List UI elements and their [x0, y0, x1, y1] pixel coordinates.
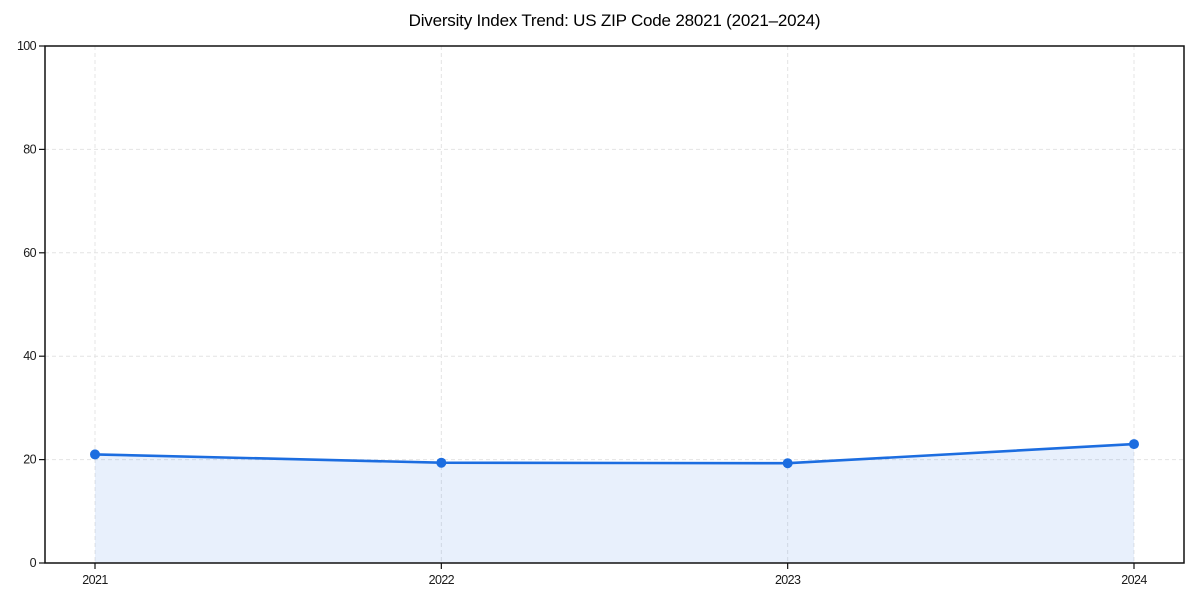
data-point: [1129, 439, 1139, 450]
data-point: [436, 457, 447, 468]
data-point: [782, 458, 793, 469]
y-tick-label: 60: [23, 246, 36, 260]
area-fill: [95, 444, 1134, 563]
plot-border: [44, 45, 1185, 564]
y-tick-label: 20: [23, 453, 36, 467]
trend-line: [94, 442, 1135, 465]
x-tick-label: 2023: [775, 573, 801, 587]
chart-title: Diversity Index Trend: US ZIP Code 28021…: [408, 11, 821, 30]
y-tick-label: 40: [23, 349, 36, 363]
x-tick-label: 2021: [82, 573, 108, 587]
y-tick-label: 100: [17, 39, 37, 53]
x-tick-label: 2024: [1121, 573, 1147, 587]
x-tick-label: 2022: [429, 573, 455, 587]
y-tick-label: 0: [30, 556, 37, 570]
data-point: [90, 449, 100, 460]
y-tick-label: 80: [23, 142, 36, 156]
